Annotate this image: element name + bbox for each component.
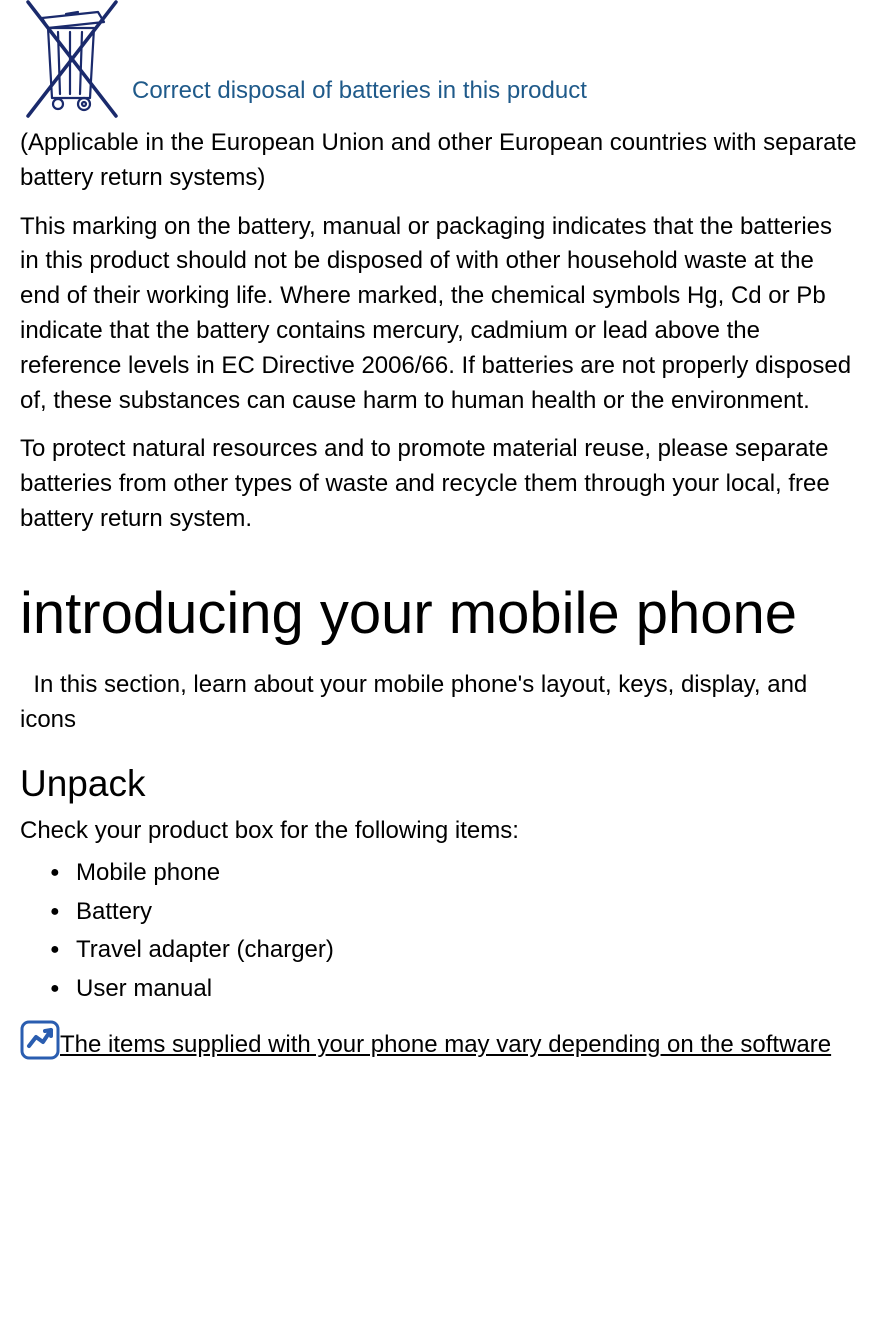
- unpack-list: Mobile phone Battery Travel adapter (cha…: [20, 854, 857, 1008]
- note-row: The items supplied with your phone may v…: [20, 1020, 857, 1060]
- intro-subtitle: In this section, learn about your mobile…: [20, 668, 857, 738]
- note-icon: [20, 1020, 60, 1060]
- unpack-heading: Unpack: [20, 760, 857, 808]
- unpack-lead: Check your product box for the following…: [20, 814, 857, 849]
- disposal-header: Correct disposal of batteries in this pr…: [20, 0, 857, 120]
- document-page: Correct disposal of batteries in this pr…: [0, 0, 877, 1060]
- disposal-paragraph-1: (Applicable in the European Union and ot…: [20, 126, 857, 196]
- disposal-paragraph-3: To protect natural resources and to prom…: [20, 432, 857, 536]
- disposal-title: Correct disposal of batteries in this pr…: [132, 77, 587, 120]
- weee-bin-icon: [20, 0, 120, 120]
- note-text: The items supplied with your phone may v…: [60, 1031, 831, 1060]
- list-item: User manual: [50, 970, 857, 1008]
- disposal-paragraph-2: This marking on the battery, manual or p…: [20, 210, 857, 419]
- list-item: Mobile phone: [50, 854, 857, 892]
- intro-heading: introducing your mobile phone: [20, 573, 857, 654]
- list-item: Travel adapter (charger): [50, 931, 857, 969]
- list-item: Battery: [50, 893, 857, 931]
